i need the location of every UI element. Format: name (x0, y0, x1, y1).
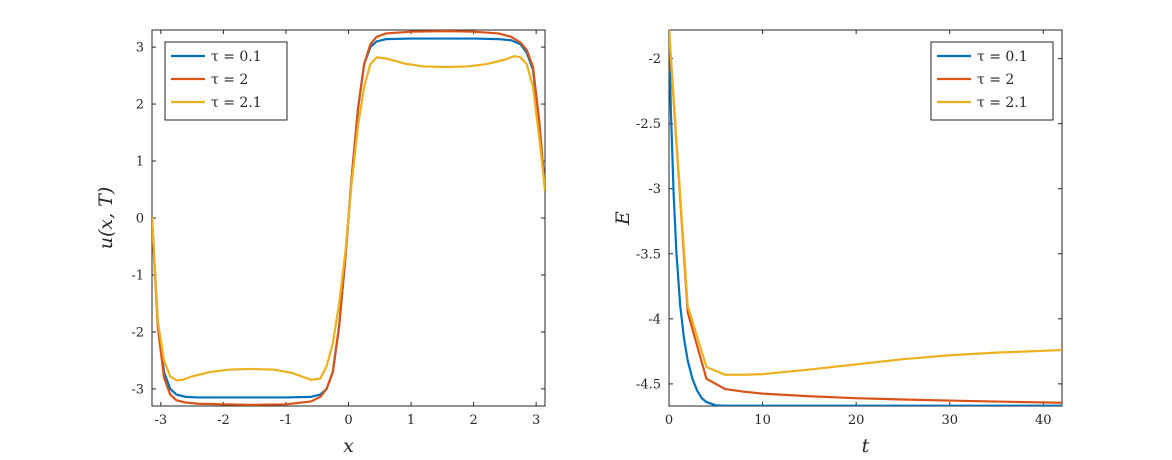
series-line-2 (669, 30, 1062, 376)
legend-label: τ = 2.1 (977, 95, 1028, 111)
legend: τ = 0.1 τ = 2 τ = 2.1 (930, 41, 1054, 121)
y-tick-label: -1 (131, 268, 144, 283)
legend: τ = 0.1 τ = 2 τ = 2.1 (164, 41, 288, 121)
y-tick-label: -3.5 (636, 247, 661, 262)
y-tick-label: -2.5 (636, 117, 661, 132)
x-axis-label: x (343, 435, 354, 457)
x-tick-label: 3 (532, 413, 540, 428)
x-tick-label: 40 (1035, 413, 1052, 428)
y-tick-label: 1 (136, 155, 144, 170)
y-tick-label: 2 (136, 98, 144, 113)
y-tick-label: 3 (136, 41, 144, 56)
legend-label: τ = 0.1 (211, 49, 262, 65)
x-tick-label: -3 (155, 413, 168, 428)
y-tick-label: -2 (648, 52, 661, 67)
series-line-0 (669, 30, 1062, 406)
y-axis-label: u(x, T) (95, 187, 117, 250)
x-tick-label: -1 (280, 413, 293, 428)
left-panel-u-vs-x: -3 -2 -1 0 1 2 3 -3 -2 -1 0 1 2 3 x u(x, T) τ = 0.1 τ = 2… (95, 29, 546, 457)
legend-label: τ = 2 (977, 72, 1014, 88)
y-tick-label: -3 (648, 182, 661, 197)
x-tick-label: -2 (217, 413, 230, 428)
x-tick-label: 0 (344, 413, 352, 428)
legend-label: τ = 2.1 (211, 95, 262, 111)
series-line-2 (152, 55, 545, 382)
series-line-1 (669, 30, 1062, 404)
x-tick-label: 1 (407, 413, 415, 428)
y-tick-label: -4.5 (636, 377, 661, 392)
y-tick-label: -2 (131, 325, 144, 340)
x-tick-label: 10 (754, 413, 771, 428)
x-axis-label: t (862, 435, 870, 457)
x-tick-label: 20 (848, 413, 865, 428)
legend-label: τ = 2 (211, 72, 248, 88)
x-tick-label: 2 (469, 413, 477, 428)
x-tick-label: 30 (941, 413, 958, 428)
y-tick-label: -4 (648, 312, 661, 327)
legend-label: τ = 0.1 (977, 49, 1028, 65)
y-axis-label: E (612, 211, 634, 226)
y-tick-label: 0 (136, 212, 144, 227)
y-tick-label: -3 (131, 382, 144, 397)
x-tick-label: 0 (665, 413, 673, 428)
